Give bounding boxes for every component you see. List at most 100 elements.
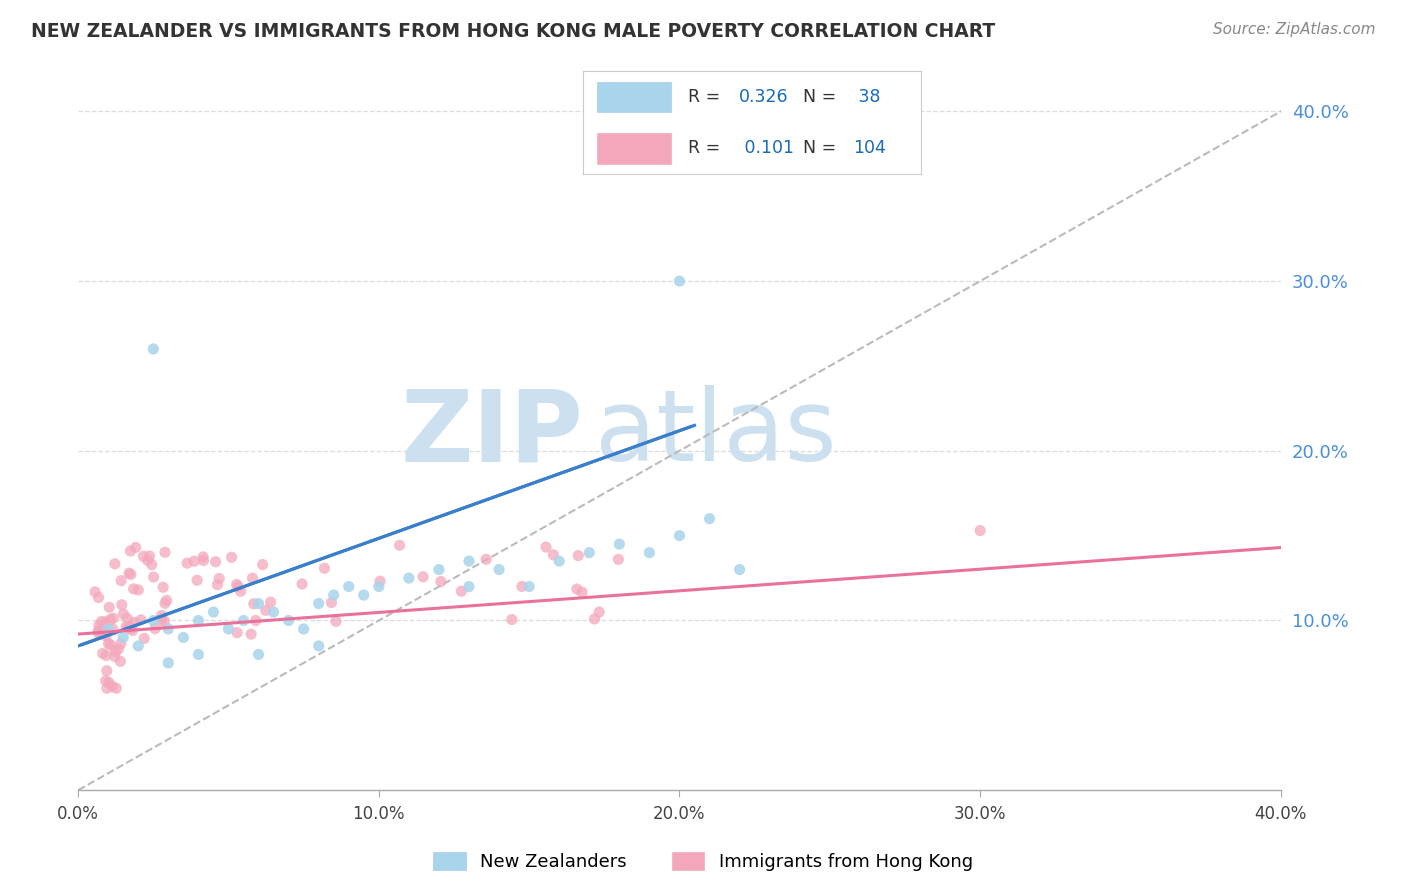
Point bbox=[565, 582, 588, 596]
Point bbox=[517, 580, 540, 594]
Point bbox=[127, 582, 149, 597]
Point bbox=[141, 558, 163, 572]
Point bbox=[157, 622, 180, 636]
Point bbox=[291, 577, 314, 591]
Point bbox=[325, 615, 347, 629]
Point bbox=[191, 549, 214, 564]
Point bbox=[247, 597, 270, 611]
Point bbox=[87, 626, 110, 640]
Point bbox=[187, 614, 209, 628]
Point bbox=[668, 528, 690, 542]
Point bbox=[153, 545, 176, 559]
Bar bbox=[598, 133, 671, 163]
Point bbox=[153, 596, 176, 610]
Point bbox=[263, 605, 285, 619]
Point bbox=[353, 588, 375, 602]
Point bbox=[112, 631, 135, 645]
Point bbox=[124, 615, 146, 630]
Point bbox=[638, 546, 661, 560]
Point bbox=[115, 611, 138, 625]
Point bbox=[450, 584, 472, 599]
Point bbox=[314, 561, 336, 575]
Text: atlas: atlas bbox=[595, 385, 837, 483]
Point bbox=[607, 537, 630, 551]
Point bbox=[96, 681, 118, 696]
Point bbox=[458, 554, 481, 568]
Point bbox=[107, 642, 129, 657]
Point bbox=[427, 563, 450, 577]
Point bbox=[118, 620, 141, 634]
Point bbox=[412, 570, 434, 584]
Point bbox=[104, 644, 127, 658]
Point bbox=[150, 608, 173, 623]
Point bbox=[87, 618, 110, 632]
Point bbox=[187, 648, 209, 662]
Point bbox=[321, 596, 343, 610]
Point bbox=[337, 580, 360, 594]
Point bbox=[118, 566, 141, 581]
Point bbox=[398, 571, 420, 585]
Point bbox=[969, 524, 991, 538]
Point bbox=[100, 612, 122, 626]
Point bbox=[567, 549, 589, 563]
Point bbox=[202, 605, 225, 619]
Text: 0.101: 0.101 bbox=[738, 139, 794, 157]
Point bbox=[143, 622, 166, 636]
Point bbox=[120, 567, 142, 582]
Point bbox=[578, 546, 600, 560]
Point bbox=[110, 637, 132, 651]
Point bbox=[153, 614, 176, 628]
Point bbox=[217, 622, 239, 636]
Text: N =: N = bbox=[803, 139, 837, 157]
Point bbox=[367, 580, 389, 594]
Point bbox=[204, 555, 226, 569]
Point bbox=[142, 614, 165, 628]
Point bbox=[728, 563, 751, 577]
Point bbox=[152, 580, 174, 594]
Point bbox=[111, 598, 134, 612]
Point bbox=[186, 573, 208, 587]
Point bbox=[193, 553, 215, 567]
Point bbox=[110, 574, 132, 588]
Point bbox=[150, 613, 173, 627]
Point bbox=[105, 681, 128, 696]
Point bbox=[120, 622, 142, 636]
Point bbox=[84, 584, 107, 599]
Legend: New Zealanders, Immigrants from Hong Kong: New Zealanders, Immigrants from Hong Kon… bbox=[426, 845, 980, 879]
Point bbox=[243, 597, 266, 611]
Point bbox=[240, 627, 263, 641]
Text: R =: R = bbox=[688, 139, 720, 157]
Point bbox=[277, 614, 299, 628]
Point bbox=[607, 552, 630, 566]
Point bbox=[458, 580, 481, 594]
Point bbox=[229, 584, 252, 599]
Point bbox=[117, 621, 139, 635]
Text: 38: 38 bbox=[853, 88, 882, 106]
Point bbox=[97, 637, 120, 651]
Point bbox=[103, 611, 125, 625]
Point bbox=[292, 622, 315, 636]
Point bbox=[110, 654, 132, 668]
Point bbox=[475, 552, 498, 566]
Text: ZIP: ZIP bbox=[401, 385, 583, 483]
Point bbox=[142, 342, 165, 356]
Text: Source: ZipAtlas.com: Source: ZipAtlas.com bbox=[1212, 22, 1375, 37]
Point bbox=[588, 605, 610, 619]
Point bbox=[132, 549, 155, 564]
Point bbox=[104, 557, 127, 571]
Point bbox=[245, 614, 267, 628]
Point bbox=[368, 574, 391, 589]
Point bbox=[90, 615, 112, 629]
Point bbox=[93, 627, 115, 641]
Point bbox=[112, 607, 135, 621]
Point bbox=[699, 511, 721, 525]
Point bbox=[94, 615, 117, 629]
Point bbox=[122, 582, 145, 596]
Point bbox=[87, 624, 110, 639]
Point bbox=[156, 593, 179, 607]
Point bbox=[125, 541, 148, 555]
Point bbox=[247, 648, 270, 662]
Point bbox=[97, 622, 120, 636]
Point bbox=[115, 620, 138, 634]
Point bbox=[488, 563, 510, 577]
